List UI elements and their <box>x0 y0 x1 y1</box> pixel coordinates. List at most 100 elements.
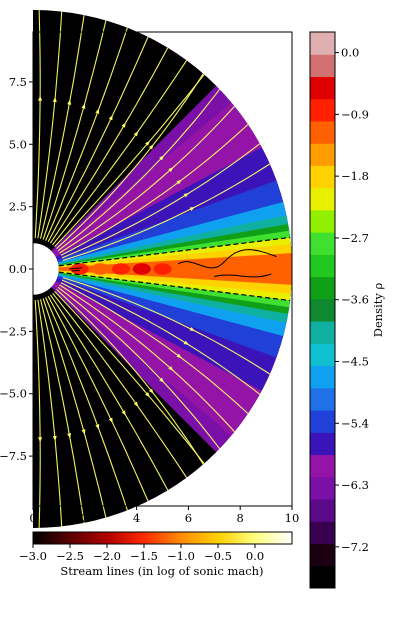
density-colorbar-cell <box>310 365 335 389</box>
mach-colorbar-tick-label: 0.0 <box>246 549 264 563</box>
density-colorbar-tick-label: −2.7 <box>341 231 369 245</box>
density-colorbar-cell <box>310 187 335 211</box>
y-tick-label: −7.5 <box>0 449 27 463</box>
streamline-arrow <box>183 193 189 198</box>
streamline-arrow <box>108 114 113 121</box>
midplane-blob-3 <box>132 263 151 275</box>
x-tick-label: 4 <box>133 511 140 525</box>
density-colorbar-cell <box>310 343 335 367</box>
mach-colorbar-tick-label: −0.5 <box>204 549 232 563</box>
mach-colorbar: −3.0 −2.5 −2.0 −1.5 −1.0 −0.5 0.0 Stream lines… <box>19 531 293 578</box>
density-colorbar-tick-label: −6.3 <box>341 478 369 492</box>
density-colorbar-cell <box>310 565 335 589</box>
density-colorbar-cell <box>310 98 335 122</box>
density-colorbar-tick-label: −3.6 <box>341 293 369 307</box>
density-colorbar-cell <box>310 209 335 233</box>
density-colorbar-cell <box>310 143 335 166</box>
streamline-arrow <box>168 167 174 173</box>
streamline-arrow <box>148 144 154 150</box>
streamline <box>57 286 224 454</box>
density-colorbar-cell <box>310 120 335 144</box>
y-tick-label: 7.5 <box>9 75 27 89</box>
streamline-arrow <box>145 392 150 398</box>
density-colorbar-cell <box>310 165 335 189</box>
density-colorbar-cell <box>310 387 335 411</box>
density-colorbar-tick-label: −5.4 <box>341 416 369 430</box>
mach-colorbar-tick-label: −3.0 <box>19 549 47 563</box>
streamline <box>60 282 253 418</box>
streamline <box>42 15 108 240</box>
density-contour <box>177 249 277 269</box>
streamlines <box>34 10 275 528</box>
streamline <box>59 284 239 436</box>
density-colorbar-cell <box>310 54 335 77</box>
x-tick-label: 8 <box>237 511 244 525</box>
streamline-arrow <box>189 326 195 332</box>
streamline-arrow <box>176 353 182 359</box>
mach-colorbar-tick-label: −2.0 <box>93 549 121 563</box>
disk-boundary-dashed-line <box>58 271 291 302</box>
streamline-arrow <box>95 108 100 114</box>
streamline <box>49 43 171 244</box>
density-colorbar-cell <box>310 254 335 278</box>
streamline-arrow <box>133 131 139 137</box>
mach-colorbar-tick-label: −2.5 <box>56 549 84 563</box>
streamline-arrow <box>81 103 86 109</box>
streamline <box>54 291 208 468</box>
streamline <box>61 279 265 398</box>
density-colorbar-cell <box>310 276 335 300</box>
streamline <box>52 55 190 246</box>
streamline-arrow <box>38 437 43 443</box>
density-plot: 0 2 4 6 8 10 7.5 5.0 2.5 0.0 −2.5 −5.0 −7.5 <box>0 10 300 528</box>
density-colorbar-cell <box>310 476 335 500</box>
streamline <box>34 10 41 239</box>
density-contour <box>69 267 83 272</box>
streamline-arrow <box>183 340 189 345</box>
density-colorbar-cell <box>310 521 335 545</box>
density-colorbar-cell <box>310 76 335 100</box>
density-colorbar-tick-label: −0.9 <box>341 107 369 121</box>
streamline-arrow <box>176 179 182 185</box>
density-colorbar-cell <box>310 32 335 55</box>
streamline-arrow <box>121 410 126 416</box>
density-colorbar-cell <box>310 499 335 522</box>
y-tick-label: 5.0 <box>9 137 27 151</box>
streamline <box>39 299 86 528</box>
density-contour <box>214 273 272 278</box>
disk-boundary-lines <box>58 236 291 302</box>
streamline <box>39 10 86 239</box>
streamline <box>54 70 208 247</box>
streamline-arrow <box>108 417 113 424</box>
streamline <box>49 294 171 495</box>
mach-colorbar-tick-label: −1.0 <box>167 549 195 563</box>
density-colorbar-cell <box>310 410 335 433</box>
streamline <box>56 69 207 250</box>
streamline-arrow <box>159 377 164 383</box>
density-colorbar-cell <box>310 454 335 478</box>
streamline-arrow <box>168 365 174 371</box>
midplane-blob-4 <box>153 263 172 275</box>
streamline <box>62 160 275 261</box>
streamline-arrow <box>121 122 126 128</box>
density-colorbar-tick-label: 0.0 <box>341 46 359 60</box>
x-tick-label: 10 <box>285 511 300 525</box>
density-colorbar-tick-label: −7.2 <box>341 540 369 554</box>
mach-colorbar-label: Stream lines (in log of sonic mach) <box>60 564 263 578</box>
streamline <box>37 10 63 239</box>
density-colorbar-tick-label: −1.8 <box>341 169 369 183</box>
x-tick-label: 2 <box>81 511 88 525</box>
streamline-arrow <box>52 435 57 441</box>
streamline <box>45 22 130 241</box>
density-colorbar-cell <box>310 543 335 567</box>
streamline <box>62 277 275 378</box>
density-colorbar-cell <box>310 321 335 344</box>
streamline <box>61 140 265 259</box>
streamline <box>34 299 41 528</box>
streamline-arrow <box>81 429 86 435</box>
streamline <box>47 31 151 243</box>
streamline-arrow <box>38 95 43 101</box>
y-tick-label: 0.0 <box>9 262 27 276</box>
streamline-arrow <box>159 155 164 161</box>
density-colorbar: 0.0 −0.9 −1.8 −2.7 −3.6 −4.5 −5.4 −6.3 −7.2 Dens… <box>309 31 385 589</box>
